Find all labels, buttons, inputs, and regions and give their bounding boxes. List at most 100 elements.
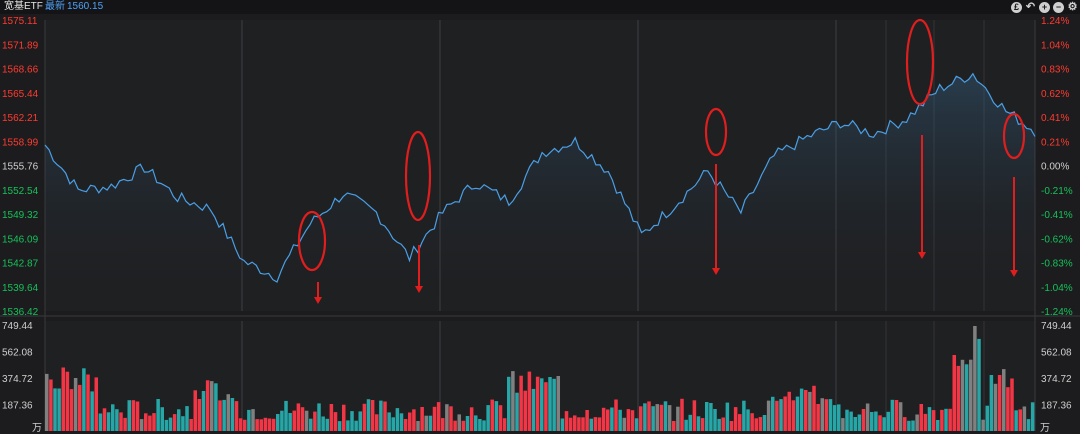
- volume-bar: [936, 420, 940, 431]
- volume-bar: [168, 417, 173, 431]
- highlight-circle: [704, 107, 728, 157]
- volume-bar: [931, 410, 936, 431]
- percent-tick-label: 0.21%: [1041, 137, 1069, 148]
- volume-bar: [1014, 410, 1018, 431]
- volume-bar: [379, 400, 383, 431]
- toolbar: 宽基ETF 最新 1560.15 £ ↶ + − ⚙: [0, 0, 1080, 14]
- volume-bar: [993, 383, 998, 431]
- down-arrow-head: [918, 252, 926, 259]
- volume-bar: [548, 377, 552, 431]
- volume-bar: [1018, 409, 1023, 431]
- highlight-circle: [404, 130, 432, 222]
- volume-bar: [65, 371, 70, 431]
- percent-tick-label: -0.62%: [1041, 234, 1073, 245]
- volume-bar: [680, 398, 684, 431]
- volume-bar: [53, 388, 57, 431]
- price-tick-label: 1568.66: [2, 65, 39, 76]
- volume-bar: [676, 406, 680, 431]
- volume-bar: [799, 388, 804, 431]
- price-tick-label: 1565.44: [2, 89, 39, 100]
- percent-tick-label: 0.00%: [1041, 162, 1069, 173]
- volume-bar: [573, 415, 577, 431]
- volume-bar: [564, 411, 569, 431]
- last-price-value: 1560.15: [67, 1, 104, 12]
- price-area: [45, 73, 1035, 311]
- volume-bar: [634, 418, 639, 431]
- zoom-out-icon[interactable]: −: [1053, 1, 1064, 13]
- intraday-chart: 1575.11 1571.89 1568.66 1565.44 1562.21 1558.…: [0, 16, 1080, 434]
- price-tick-label: 1571.89: [2, 40, 39, 51]
- volume-bar: [849, 411, 853, 431]
- volume-bar: [197, 399, 202, 431]
- volume-bar: [94, 377, 99, 431]
- volume-bar: [597, 417, 602, 431]
- volume-bar: [779, 399, 783, 431]
- volume-axis-right: 749.44 562.08 374.72 187.36: [1041, 321, 1072, 412]
- volume-bar: [205, 380, 210, 431]
- volume-bar: [1002, 369, 1006, 431]
- percent-tick-label: -0.41%: [1041, 210, 1073, 221]
- volume-bar: [923, 413, 928, 431]
- volume-bar: [436, 402, 441, 431]
- volume-bar: [329, 404, 334, 431]
- volume-tick-label: 187.36: [1041, 401, 1072, 412]
- volume-bar: [894, 400, 899, 431]
- zoom-in-icon[interactable]: +: [1039, 1, 1050, 13]
- volume-bar: [911, 420, 915, 431]
- pin-icon[interactable]: £: [1011, 1, 1022, 13]
- volume-bar: [585, 410, 589, 431]
- volume-bar: [90, 391, 94, 431]
- volume-bar: [465, 416, 470, 431]
- volume-bar: [758, 417, 763, 431]
- volume-bar: [362, 403, 367, 431]
- volume-bar: [230, 398, 235, 431]
- volume-bar: [300, 407, 305, 431]
- volume-bar: [688, 414, 693, 431]
- volume-bar: [490, 399, 495, 431]
- volume-bar: [156, 399, 160, 431]
- price-tick-label: 1549.32: [2, 210, 39, 221]
- volume-bar: [754, 418, 759, 431]
- volume-bar: [98, 413, 103, 431]
- volume-bar: [989, 375, 994, 431]
- volume-bar: [486, 405, 490, 431]
- volume-bar: [816, 404, 820, 431]
- gear-icon[interactable]: ⚙: [1067, 0, 1078, 13]
- volume-bar: [238, 418, 243, 431]
- volume-bar: [713, 409, 717, 431]
- volume-bar: [177, 409, 181, 431]
- volume-bar: [824, 399, 829, 431]
- volume-bar: [181, 416, 185, 431]
- volume-bar: [717, 418, 721, 431]
- volume-bar: [948, 408, 952, 431]
- volume-bar: [593, 417, 598, 431]
- volume-bar: [127, 400, 132, 431]
- volume-bar: [251, 409, 255, 431]
- volume-bar: [560, 418, 565, 431]
- volume-bar: [870, 412, 874, 431]
- volume-bar: [160, 407, 165, 431]
- volume-bar: [878, 415, 882, 431]
- volume-bar: [57, 388, 61, 431]
- volume-bar: [247, 409, 251, 431]
- volume-bar: [255, 419, 259, 431]
- price-tick-label: 1546.09: [2, 234, 39, 245]
- volume-bar: [762, 415, 767, 431]
- volume-unit-left: 万: [32, 423, 42, 434]
- volume-bar: [86, 374, 90, 431]
- volume-bar: [1022, 406, 1027, 431]
- volume-bar: [321, 416, 325, 431]
- volume-bar: [886, 411, 891, 431]
- undo-icon[interactable]: ↶: [1025, 0, 1036, 13]
- last-price-label: 最新: [45, 1, 65, 12]
- volume-bar: [882, 417, 886, 431]
- volume-bar: [420, 407, 424, 431]
- price-tick-label: 1542.87: [2, 259, 39, 270]
- percent-tick-label: 1.24%: [1041, 16, 1069, 27]
- volume-bars: [45, 326, 1035, 431]
- volume-bar: [201, 391, 206, 431]
- down-arrow-head: [712, 268, 720, 275]
- volume-bar: [696, 416, 701, 431]
- volume-bar: [515, 392, 519, 431]
- volume-bar: [700, 418, 705, 431]
